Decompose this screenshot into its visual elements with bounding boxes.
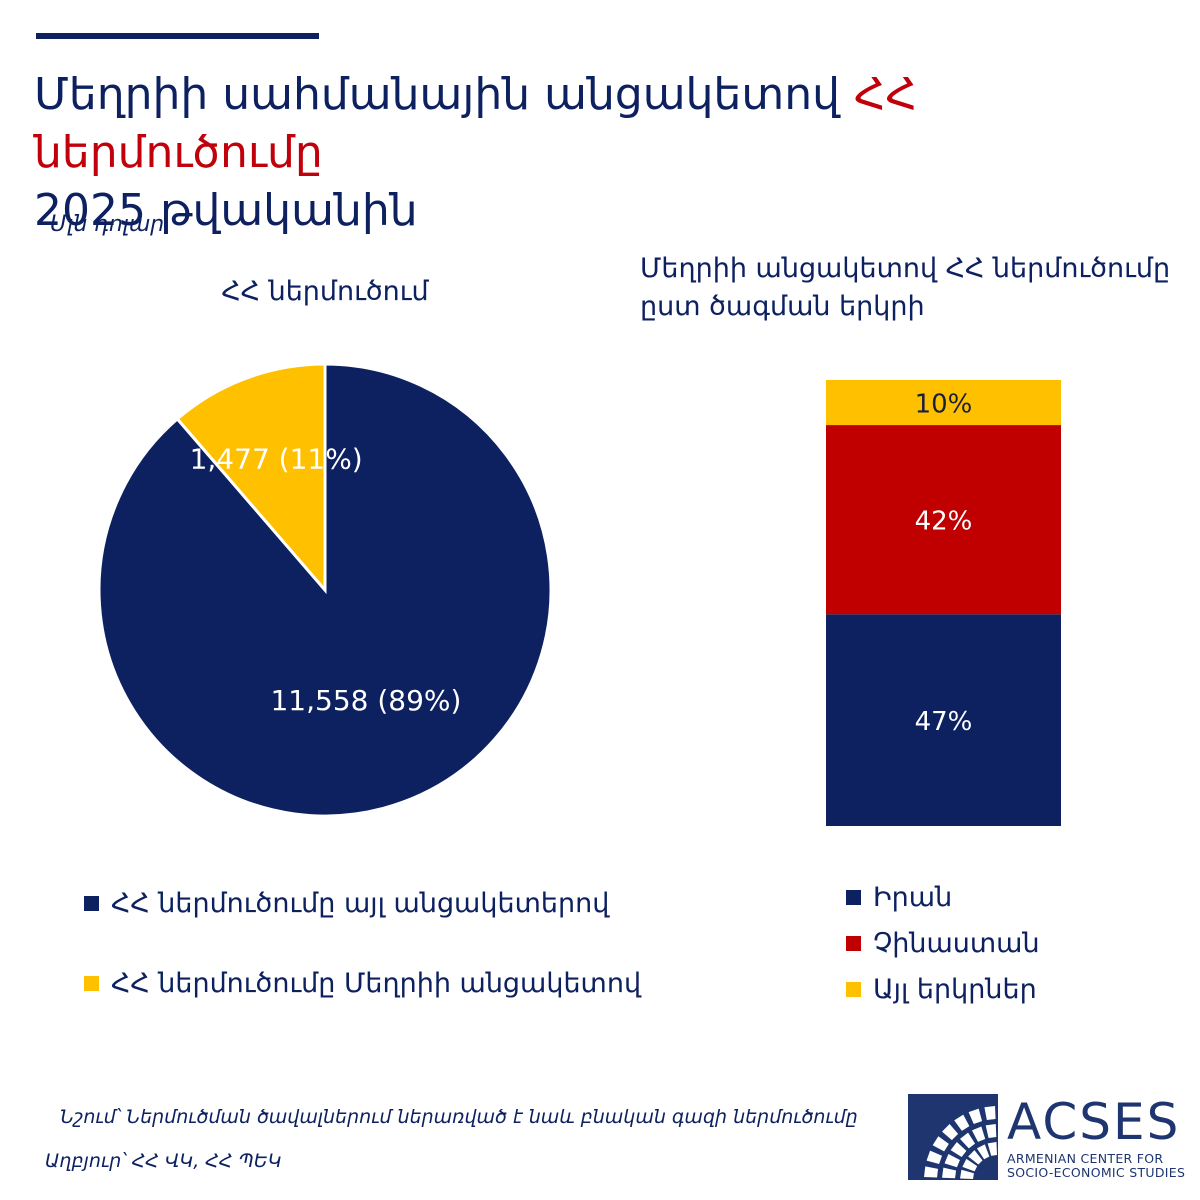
legend-label: Չինաստան [873, 927, 1040, 959]
pie-slice-label: 1,477 (11%) [190, 443, 363, 476]
logo-mark-segment [942, 1167, 957, 1179]
bar-segment [826, 425, 1061, 615]
bar-segment [826, 380, 1061, 426]
logo-mark-segment [984, 1106, 996, 1121]
logo: ACSES ARMENIAN CENTER FOR SOCIO-ECONOMIC… [1007, 1092, 1185, 1180]
logo-line1: ARMENIAN CENTER FOR [1007, 1151, 1164, 1166]
logo-mark-segment [926, 1150, 943, 1165]
logo-mark-segment [968, 1150, 983, 1165]
logo-mark-segment [932, 1136, 949, 1152]
logo-mark-segment [985, 1124, 997, 1139]
bar-chart-title: Մեղրիի անցակետով ՀՀ ներմուծումը ըստ ծագմ… [640, 253, 1171, 322]
legend-label: Իրան [873, 881, 953, 913]
stacked-bar-chart: 47% 42% 10% [826, 380, 1061, 826]
logo-line2: SOCIO-ECONOMIC STUDIES [1007, 1165, 1186, 1180]
pie-slice-label: 11,558 (89%) [270, 684, 461, 717]
legend-item-meghri-crossing: ՀՀ ներմուծումը Մեղրիի անցակետով [84, 960, 641, 1006]
legend-item-iran: Իրան [846, 874, 1040, 920]
pie-chart: 11,558 (89%) 1,477 (11%) [97, 362, 553, 818]
logo-mark-segment [971, 1126, 986, 1142]
logo-mark-segment [987, 1142, 998, 1156]
source-line: Աղբյուր՝ ՀՀ ՎԿ, ՀՀ ՊԵԿ [45, 1150, 282, 1172]
legend-swatch [846, 889, 861, 905]
bar-segment-label: 10% [915, 390, 973, 420]
page-title: Մեղրիի սահմանային անցակետով ՀՀ ներմուծու… [34, 66, 1164, 240]
title-part2: 2025 թվականին [34, 185, 418, 236]
logo-name: ACSES [1007, 1093, 1181, 1151]
bar-segment-label: 42% [915, 507, 973, 537]
pie-chart-title: ՀՀ ներմուծում [221, 276, 429, 307]
logo-mark-segment [960, 1169, 974, 1180]
logo-mark-segment [950, 1142, 967, 1158]
logo-mark-segment [968, 1108, 983, 1125]
unit-label: Մլն դոլար [50, 212, 165, 237]
legend-swatch [84, 975, 99, 991]
legend-swatch [846, 981, 861, 997]
logo-mark-segment [960, 1132, 976, 1149]
acses-logo-icon [908, 1094, 998, 1180]
legend-label: ՀՀ ներմուծումը այլ անցակետերով [111, 887, 610, 919]
legend-item-other-countries: Այլ երկրներ [846, 966, 1040, 1012]
legend-label: ՀՀ ներմուծումը Մեղրիի անցակետով [111, 967, 642, 999]
pie-legend: ՀՀ ներմուծումը այլ անցակետերով ՀՀ ներմու… [84, 880, 641, 1040]
footnote: Նշում՝ Ներմուծման ծավալներում ներառված է… [60, 1106, 858, 1128]
bar-segment-label: 47% [915, 707, 973, 737]
title-highlight: ՀՀ ներմուծումը [34, 69, 917, 178]
logo-mark-segment [962, 1158, 978, 1172]
logo-mark-segment [954, 1114, 970, 1131]
title-part1: Մեղրիի սահմանային անցակետով [34, 69, 854, 120]
pie-slice [175, 362, 327, 595]
bar-legend: Իրան Չինաստան Այլ երկրներ [846, 874, 1040, 1012]
legend-swatch [846, 935, 861, 951]
legend-item-other-crossings: ՀՀ ներմուծումը այլ անցակետերով [84, 880, 641, 926]
logo-mark-segment [924, 1166, 939, 1178]
legend-label: Այլ երկրներ [873, 973, 1037, 1005]
logo-mark-segment [944, 1153, 960, 1168]
logo-mark-segment [976, 1144, 990, 1160]
top-rule [36, 33, 319, 39]
bar-segment [826, 614, 1061, 826]
legend-swatch [84, 895, 99, 911]
logo-mark-segment [942, 1124, 959, 1141]
legend-item-china: Չինաստան [846, 920, 1040, 966]
